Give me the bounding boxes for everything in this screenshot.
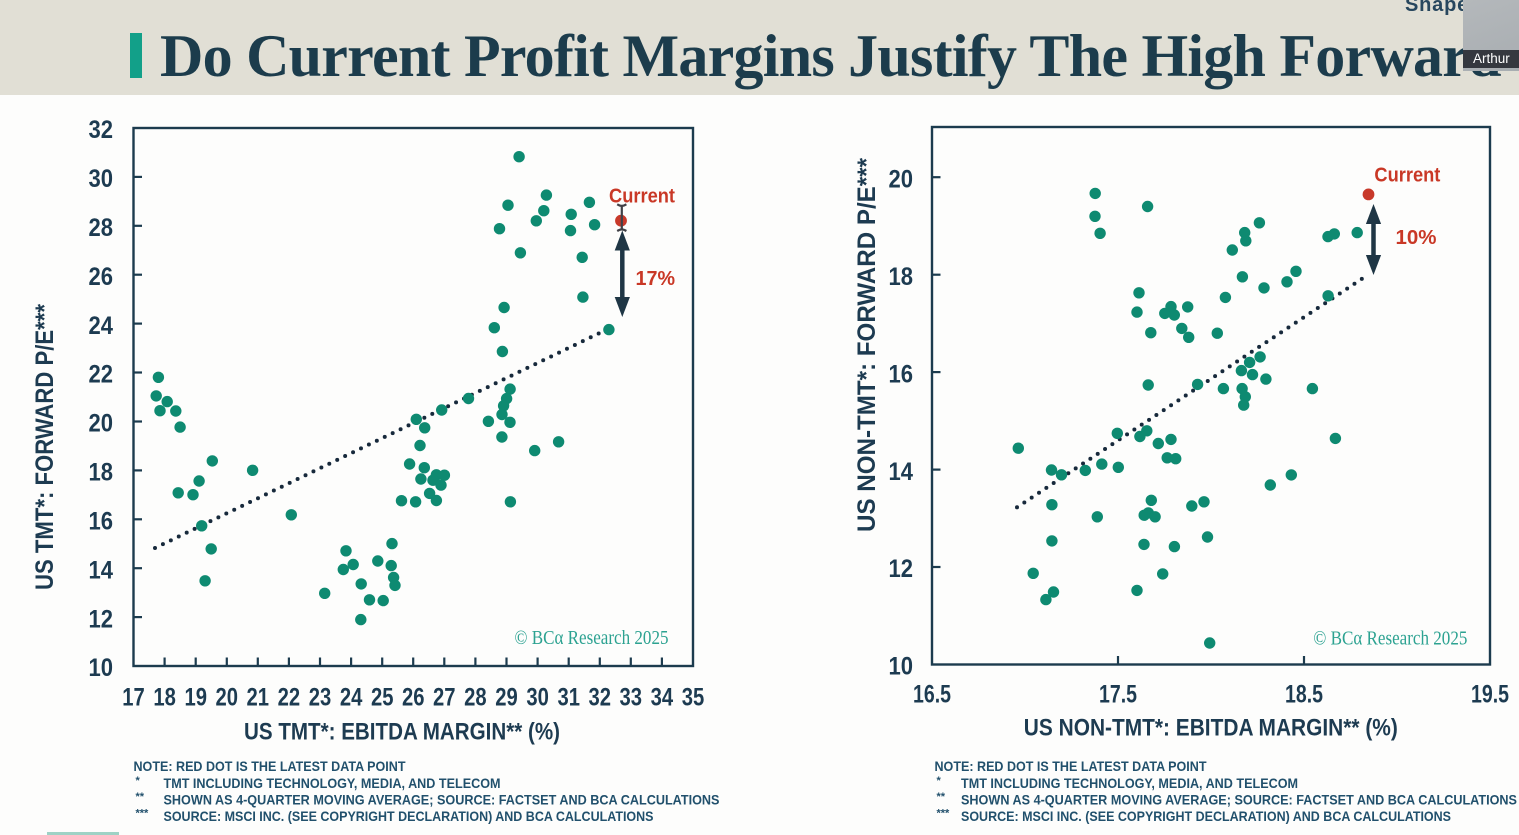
- svg-text:17: 17: [122, 684, 145, 712]
- svg-text:Current: Current: [609, 186, 675, 208]
- svg-text:22: 22: [89, 361, 114, 389]
- svg-text:SHOWN AS 4-QUARTER MOVING AVER: SHOWN AS 4-QUARTER MOVING AVERAGE; SOURC…: [961, 792, 1517, 808]
- svg-text:21: 21: [247, 684, 270, 712]
- svg-text:32: 32: [589, 684, 612, 712]
- svg-text:US NON-TMT*: EBITDA MARGIN** (: US NON-TMT*: EBITDA MARGIN** (%): [1024, 715, 1398, 742]
- svg-text:**: **: [136, 791, 145, 803]
- svg-text:© BCα Research 2025: © BCα Research 2025: [1313, 628, 1467, 650]
- svg-text:30: 30: [526, 684, 549, 712]
- svg-text:14: 14: [89, 556, 114, 584]
- svg-text:26: 26: [402, 684, 425, 712]
- svg-text:18.5: 18.5: [1285, 681, 1323, 709]
- svg-text:20: 20: [216, 684, 239, 712]
- svg-text:14: 14: [889, 458, 914, 486]
- svg-text:SHOWN AS 4-QUARTER MOVING AVER: SHOWN AS 4-QUARTER MOVING AVERAGE; SOURC…: [164, 792, 720, 808]
- svg-text:10: 10: [889, 653, 914, 681]
- svg-text:35: 35: [682, 684, 705, 712]
- svg-text:28: 28: [89, 214, 114, 242]
- svg-text:25: 25: [371, 684, 394, 712]
- svg-text:NOTE: RED DOT IS THE LATEST DA: NOTE: RED DOT IS THE LATEST DATA POINT: [935, 758, 1207, 774]
- svg-text:10%: 10%: [1396, 227, 1437, 249]
- svg-text:© BCα Research 2025: © BCα Research 2025: [515, 627, 669, 649]
- svg-text:***: ***: [937, 808, 951, 820]
- svg-text:24: 24: [340, 684, 363, 712]
- svg-text:32: 32: [89, 116, 114, 144]
- svg-text:30: 30: [89, 165, 114, 193]
- svg-text:US NON-TMT*: FORWARD P/E***: US NON-TMT*: FORWARD P/E***: [853, 158, 881, 532]
- svg-text:16: 16: [89, 508, 114, 536]
- svg-text:*: *: [937, 775, 942, 787]
- svg-text:16.5: 16.5: [913, 681, 951, 709]
- svg-text:12: 12: [89, 605, 114, 633]
- svg-text:TMT INCLUDING TECHNOLOGY, MEDI: TMT INCLUDING TECHNOLOGY, MEDIA, AND TEL…: [961, 775, 1298, 791]
- svg-text:20: 20: [889, 165, 914, 193]
- svg-text:31: 31: [557, 684, 580, 712]
- svg-text:12: 12: [889, 555, 914, 583]
- svg-text:19.5: 19.5: [1471, 681, 1509, 709]
- svg-text:19: 19: [184, 684, 207, 712]
- svg-text:Current: Current: [1374, 165, 1440, 187]
- svg-text:33: 33: [620, 684, 643, 712]
- svg-text:18: 18: [153, 684, 176, 712]
- svg-text:US TMT*: FORWARD P/E***: US TMT*: FORWARD P/E***: [31, 304, 59, 590]
- svg-text:16: 16: [889, 360, 914, 388]
- svg-text:SOURCE: MSCI INC. (SEE COPYRIG: SOURCE: MSCI INC. (SEE COPYRIGHT DECLARA…: [164, 808, 654, 824]
- svg-text:17%: 17%: [636, 268, 676, 290]
- svg-text:20: 20: [89, 410, 114, 438]
- svg-text:18: 18: [889, 263, 914, 291]
- svg-text:SOURCE: MSCI INC. (SEE COPYRIG: SOURCE: MSCI INC. (SEE COPYRIGHT DECLARA…: [961, 808, 1451, 824]
- svg-text:US TMT*: EBITDA MARGIN** (%): US TMT*: EBITDA MARGIN** (%): [244, 719, 560, 746]
- svg-text:26: 26: [89, 263, 114, 291]
- svg-text:34: 34: [651, 684, 674, 712]
- svg-text:10: 10: [89, 654, 114, 682]
- svg-text:17.5: 17.5: [1099, 681, 1137, 709]
- svg-text:28: 28: [464, 684, 487, 712]
- svg-text:***: ***: [136, 808, 150, 820]
- svg-text:29: 29: [495, 684, 518, 712]
- svg-text:24: 24: [89, 312, 114, 340]
- svg-text:18: 18: [89, 459, 114, 487]
- svg-text:23: 23: [309, 684, 332, 712]
- svg-text:NOTE: RED DOT IS THE LATEST DA: NOTE: RED DOT IS THE LATEST DATA POINT: [134, 758, 406, 774]
- svg-text:22: 22: [278, 684, 301, 712]
- svg-text:*: *: [136, 775, 141, 787]
- svg-text:**: **: [937, 791, 946, 803]
- svg-text:TMT INCLUDING TECHNOLOGY, MEDI: TMT INCLUDING TECHNOLOGY, MEDIA, AND TEL…: [164, 775, 501, 791]
- svg-text:27: 27: [433, 684, 456, 712]
